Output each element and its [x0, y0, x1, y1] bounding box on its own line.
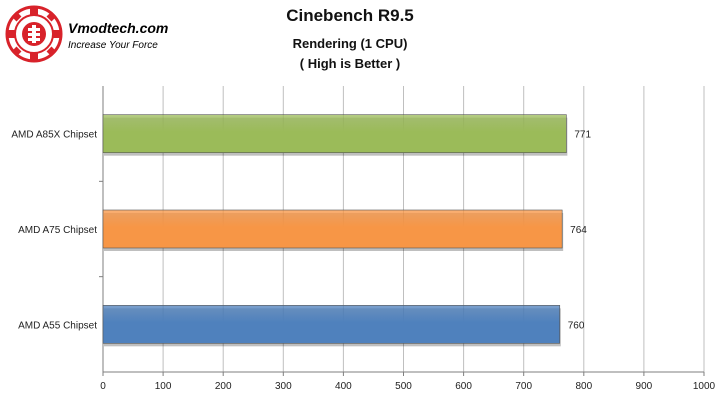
- category-label: AMD A55 Chipset: [18, 320, 97, 331]
- x-tick-label: 400: [335, 381, 352, 392]
- value-label: 764: [570, 225, 587, 236]
- logo-tagline: Increase Your Force: [68, 40, 158, 51]
- category-label: AMD A75 Chipset: [18, 225, 97, 236]
- x-tick-label: 500: [395, 381, 412, 392]
- category-label: AMD A85X Chipset: [11, 130, 97, 141]
- x-tick-label: 300: [275, 381, 292, 392]
- x-tick-label: 700: [515, 381, 532, 392]
- x-tick-label: 100: [155, 381, 172, 392]
- logo-emblem-icon: [5, 5, 63, 63]
- bar: [102, 305, 561, 344]
- chart-note: ( High is Better ): [299, 56, 401, 71]
- x-tick-label: 900: [636, 381, 653, 392]
- chart-subtitle: Rendering (1 CPU): [292, 36, 408, 51]
- chart-title: Cinebench R9.5: [286, 6, 414, 25]
- logo-name: Vmodtech.com: [68, 20, 169, 36]
- bar: [102, 114, 567, 153]
- value-label: 771: [574, 130, 591, 141]
- x-tick-label: 800: [575, 381, 592, 392]
- x-tick-label: 0: [100, 381, 106, 392]
- vmodtech-logo: Vmodtech.com Increase Your Force: [4, 4, 204, 64]
- x-tick-label: 1000: [693, 381, 716, 392]
- value-label: 760: [568, 320, 585, 331]
- x-tick-label: 200: [215, 381, 232, 392]
- bar: [102, 209, 563, 249]
- x-tick-label: 600: [455, 381, 472, 392]
